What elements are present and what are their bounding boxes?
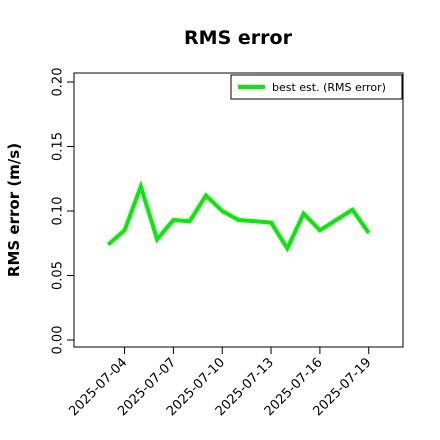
y-tick-label: 0.00 bbox=[51, 326, 66, 355]
series-layer bbox=[106, 180, 371, 253]
data-point bbox=[335, 219, 337, 221]
data-point bbox=[205, 195, 207, 197]
x-axis: 2025-07-042025-07-072025-07-102025-07-13… bbox=[66, 347, 375, 419]
data-point bbox=[368, 232, 370, 234]
data-point bbox=[351, 209, 353, 211]
y-tick-label: 0.20 bbox=[51, 68, 66, 97]
chart-title: RMS error bbox=[184, 27, 293, 49]
legend-label: best est. (RMS error) bbox=[272, 81, 386, 94]
y-tick-label: 0.05 bbox=[51, 261, 66, 290]
y-axis-label: RMS error (m/s) bbox=[5, 143, 23, 277]
data-point bbox=[189, 220, 191, 222]
data-point bbox=[140, 185, 142, 187]
y-axis: 0.00 0.05 0.10 0.15 0.20 bbox=[51, 68, 74, 355]
data-point bbox=[286, 247, 288, 249]
y-tick-label: 0.10 bbox=[51, 197, 66, 226]
data-point bbox=[172, 219, 174, 221]
plot-area-frame bbox=[73, 72, 404, 348]
data-point bbox=[254, 220, 256, 222]
data-point bbox=[238, 219, 239, 221]
data-point bbox=[124, 229, 126, 231]
data-point bbox=[107, 244, 109, 246]
data-point bbox=[319, 229, 321, 231]
data-point bbox=[156, 238, 158, 240]
y-tick-label: 0.15 bbox=[51, 132, 66, 161]
data-point bbox=[221, 210, 223, 212]
legend: best est. (RMS error) bbox=[230, 74, 403, 100]
series-line bbox=[106, 180, 371, 253]
data-point bbox=[303, 213, 305, 215]
data-point bbox=[270, 222, 272, 224]
